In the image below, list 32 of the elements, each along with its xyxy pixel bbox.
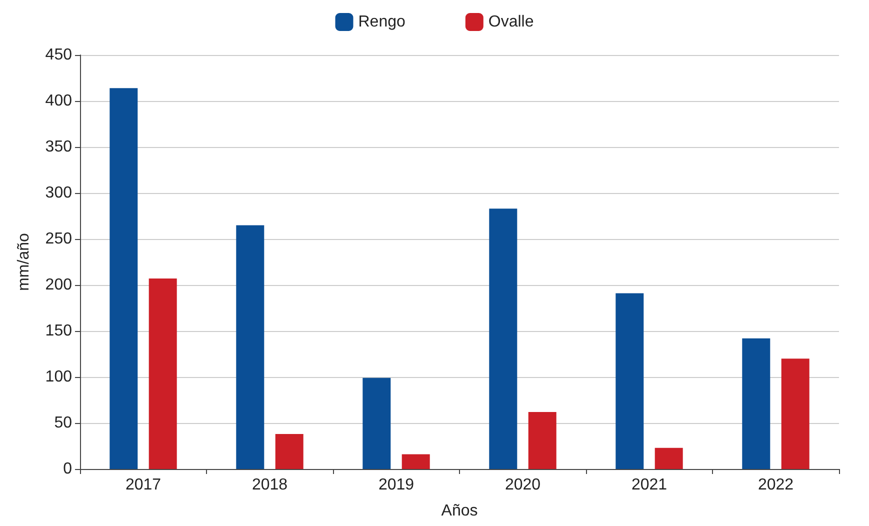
x-tick-label: 2020 <box>504 476 541 494</box>
y-tick-label: 0 <box>63 460 72 478</box>
bar <box>148 278 177 469</box>
y-tick-label: 150 <box>45 322 72 340</box>
bar <box>362 378 391 469</box>
bar <box>402 454 430 469</box>
y-tick-label: 100 <box>45 368 72 386</box>
x-tick-label: 2021 <box>631 476 668 494</box>
x-tick-label: 2022 <box>758 476 794 494</box>
bar <box>110 88 138 469</box>
y-tick-label: 250 <box>45 230 72 248</box>
bar <box>275 434 304 469</box>
bar <box>489 208 518 469</box>
bar <box>616 293 644 469</box>
y-tick-label: 200 <box>45 276 72 294</box>
y-tick-label: 50 <box>54 414 72 432</box>
x-axis-title: Años <box>441 502 478 520</box>
y-axis-title: mm/año <box>16 233 32 291</box>
legend-label: Rengo <box>358 14 406 30</box>
x-tick-label: 2018 <box>252 476 288 494</box>
y-tick-label: 350 <box>45 138 72 156</box>
y-tick-label: 400 <box>45 92 72 110</box>
bar <box>781 358 810 469</box>
y-tick-label: 450 <box>45 46 72 64</box>
bar <box>236 225 264 469</box>
x-tick-label: 2019 <box>378 476 414 494</box>
bar <box>528 412 556 469</box>
legend-label: Ovalle <box>488 14 534 30</box>
y-tick-label: 300 <box>45 184 72 202</box>
bar <box>654 448 683 469</box>
bar <box>742 338 770 469</box>
x-tick-label: 2017 <box>125 476 162 494</box>
